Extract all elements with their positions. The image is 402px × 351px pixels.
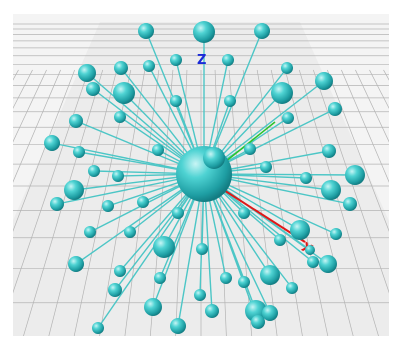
graph-edge — [97, 173, 205, 329]
leaf-node[interactable] — [172, 207, 184, 219]
leaf-node[interactable] — [112, 170, 124, 182]
leaf-node[interactable] — [194, 289, 206, 301]
leaf-node[interactable] — [170, 318, 186, 334]
leaf-node[interactable] — [244, 143, 256, 155]
leaf-node[interactable] — [152, 144, 164, 156]
leaf-node[interactable] — [307, 256, 319, 268]
grid-line — [341, 69, 389, 183]
leaf-node[interactable] — [330, 228, 342, 240]
leaf-node[interactable] — [154, 272, 166, 284]
leaf-node[interactable] — [50, 197, 64, 211]
leaf-node[interactable] — [124, 226, 136, 238]
leaf-node[interactable] — [282, 112, 294, 124]
grid-line — [13, 69, 47, 143]
leaf-node[interactable] — [319, 255, 337, 273]
z-axis-label: Z — [197, 53, 206, 68]
leaf-node[interactable] — [203, 147, 225, 169]
leaf-node[interactable] — [137, 196, 149, 208]
leaf-node[interactable] — [274, 234, 286, 246]
leaf-node[interactable] — [260, 265, 280, 285]
leaf-node[interactable] — [138, 23, 154, 39]
leaf-node[interactable] — [238, 276, 250, 288]
leaf-node[interactable] — [92, 322, 104, 334]
leaf-node[interactable] — [328, 102, 342, 116]
leaf-node[interactable] — [73, 146, 85, 158]
leaf-node[interactable] — [286, 282, 298, 294]
leaf-node[interactable] — [315, 72, 333, 90]
leaf-node[interactable] — [113, 82, 135, 104]
leaf-node[interactable] — [84, 226, 96, 238]
leaf-node[interactable] — [238, 207, 250, 219]
leaf-node[interactable] — [196, 243, 208, 255]
leaf-node[interactable] — [114, 111, 126, 123]
leaf-node[interactable] — [114, 61, 128, 75]
leaf-node[interactable] — [114, 265, 126, 277]
leaf-node[interactable] — [205, 304, 219, 318]
grid-line — [13, 69, 61, 183]
leaf-node[interactable] — [144, 298, 162, 316]
leaf-node[interactable] — [224, 95, 236, 107]
leaf-node[interactable] — [153, 236, 175, 258]
leaf-node[interactable] — [68, 256, 84, 272]
leaf-node[interactable] — [220, 272, 232, 284]
leaf-node[interactable] — [88, 165, 100, 177]
leaf-node[interactable] — [64, 180, 84, 200]
leaf-node[interactable] — [322, 144, 336, 158]
leaf-node[interactable] — [260, 161, 272, 173]
leaf-node[interactable] — [305, 245, 315, 255]
leaf-node[interactable] — [343, 197, 357, 211]
leaf-node[interactable] — [108, 283, 122, 297]
leaf-node[interactable] — [222, 54, 234, 66]
leaf-node[interactable] — [170, 54, 182, 66]
leaf-node[interactable] — [143, 60, 155, 72]
leaf-node[interactable] — [193, 21, 215, 43]
leaf-node[interactable] — [345, 165, 365, 185]
grid-line — [355, 69, 389, 143]
leaf-node[interactable] — [281, 62, 293, 74]
leaf-node[interactable] — [69, 114, 83, 128]
leaf-node[interactable] — [86, 82, 100, 96]
leaf-node[interactable] — [251, 315, 265, 329]
leaf-node[interactable] — [262, 305, 278, 321]
leaf-node[interactable] — [290, 220, 310, 240]
leaf-node[interactable] — [321, 180, 341, 200]
leaf-node[interactable] — [254, 23, 270, 39]
leaf-node[interactable] — [78, 64, 96, 82]
leaf-node[interactable] — [271, 82, 293, 104]
floor-grid — [13, 23, 389, 336]
leaf-node[interactable] — [102, 200, 114, 212]
leaf-node[interactable] — [170, 95, 182, 107]
leaf-node[interactable] — [44, 135, 60, 151]
nodes — [44, 21, 365, 334]
leaf-node[interactable] — [300, 172, 312, 184]
